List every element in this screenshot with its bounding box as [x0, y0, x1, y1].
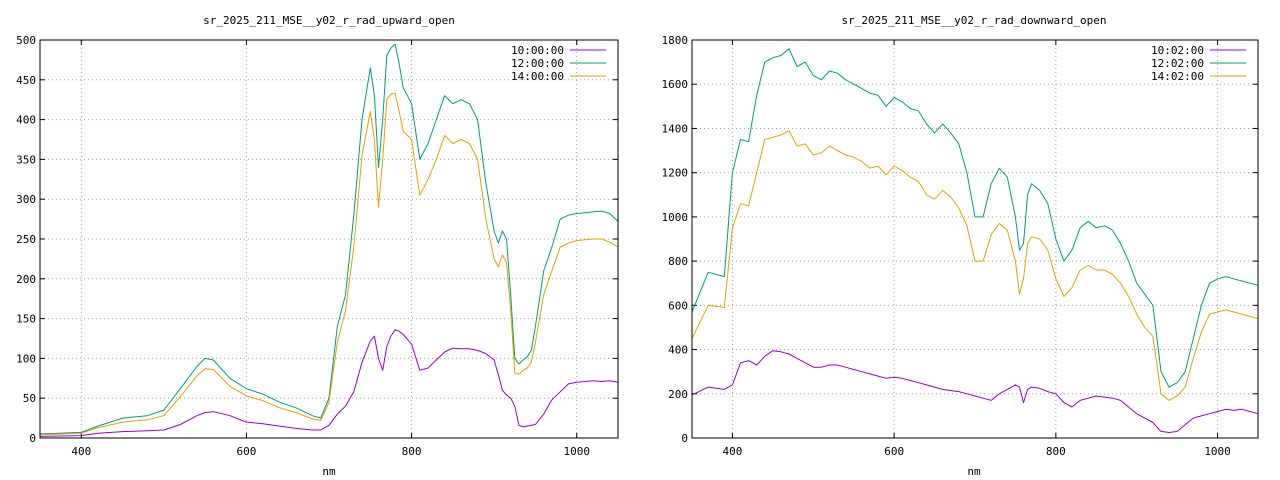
grid: [692, 40, 1258, 438]
series-line-14:00:00: [39, 92, 619, 436]
x-tick-label: 600: [236, 445, 256, 458]
y-tick-label: 1000: [662, 211, 689, 224]
tick-labels: 0 50 100 150 200 250 300 350 400 450 500 400 600 800 1…: [16, 34, 618, 458]
x-tick-label: 400: [71, 445, 91, 458]
series-lines: [691, 48, 1259, 433]
x-tick-label: 1000: [563, 445, 590, 458]
y-tick-label: 1200: [662, 167, 689, 180]
y-tick-label: 400: [16, 114, 36, 127]
y-tick-label: 800: [668, 255, 688, 268]
x-axis-label: nm: [967, 465, 981, 478]
chart-upward: sr_2025_211_MSE__y02_r_rad_upward_open n…: [16, 14, 619, 478]
series-line-10:02:00: [691, 350, 1259, 433]
y-tick-label: 600: [668, 299, 688, 312]
y-tick-label: 100: [16, 352, 36, 365]
y-tick-label: 500: [16, 34, 36, 47]
legend-label: 10:00:00: [511, 44, 564, 57]
x-tick-label: 800: [402, 445, 422, 458]
chart-title: sr_2025_211_MSE__y02_r_rad_upward_open: [203, 14, 455, 27]
y-tick-label: 400: [668, 344, 688, 357]
y-tick-label: 200: [16, 273, 36, 286]
y-tick-label: 150: [16, 313, 36, 326]
tick-labels: 0 200 400 600 800 1000 1200 1400 1600 1800 400 600 8…: [662, 34, 1258, 458]
x-tick-label: 400: [722, 445, 742, 458]
legend-label: 10:02:00: [1151, 44, 1204, 57]
x-tick-label: 800: [1046, 445, 1066, 458]
x-axis-label: nm: [322, 465, 336, 478]
series-line-10:00:00: [39, 329, 619, 437]
y-tick-label: 350: [16, 153, 36, 166]
series-line-12:02:00: [691, 48, 1259, 388]
y-tick-label: 250: [16, 233, 36, 246]
chart-downward: sr_2025_211_MSE__y02_r_rad_downward_open…: [662, 14, 1259, 478]
x-tick-label: 1000: [1204, 445, 1231, 458]
grid: [40, 40, 618, 438]
y-tick-label: 1800: [662, 34, 689, 47]
series-line-12:00:00: [39, 43, 619, 435]
plot-frame: [691, 39, 1259, 439]
series-line-14:02:00: [691, 130, 1259, 401]
y-tick-label: 0: [29, 432, 36, 445]
y-tick-label: 0: [681, 432, 688, 445]
legend-label: 12:02:00: [1151, 57, 1204, 70]
plot-frame: [39, 39, 619, 439]
x-tick-label: 600: [884, 445, 904, 458]
y-tick-label: 1400: [662, 122, 689, 135]
legend-label: 14:02:00: [1151, 70, 1204, 83]
y-tick-label: 50: [23, 392, 36, 405]
y-tick-label: 1600: [662, 78, 689, 91]
legend-label: 12:00:00: [511, 57, 564, 70]
legend-label: 14:00:00: [511, 70, 564, 83]
series-lines: [39, 43, 619, 437]
chart-title: sr_2025_211_MSE__y02_r_rad_downward_open: [842, 14, 1107, 27]
y-tick-label: 450: [16, 74, 36, 87]
y-tick-label: 300: [16, 193, 36, 206]
y-tick-label: 200: [668, 388, 688, 401]
